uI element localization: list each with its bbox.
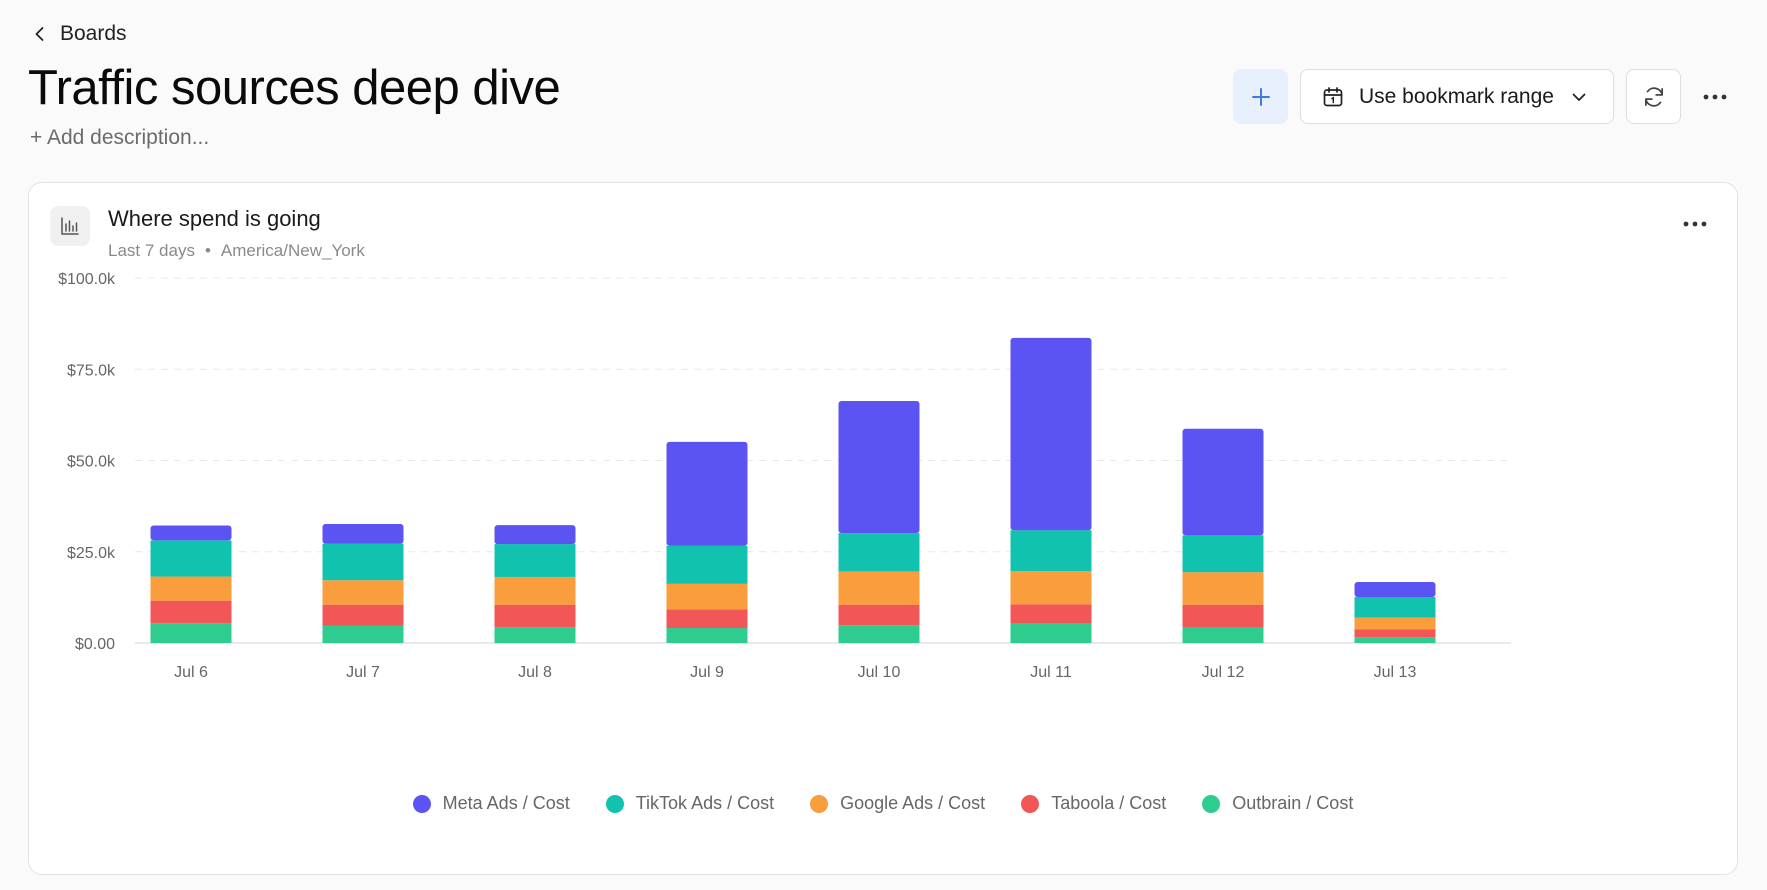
card-title: Where spend is going (108, 206, 321, 231)
bar-segment (1182, 428, 1264, 536)
bar-segment (1010, 530, 1092, 572)
date-range-label: Use bookmark range (1359, 84, 1554, 108)
bar-segment (1010, 571, 1092, 605)
legend-label: Taboola / Cost (1051, 793, 1167, 813)
bar-segment (1354, 617, 1436, 630)
x-tick-label: Jul 8 (518, 664, 552, 681)
bar-segment (666, 628, 748, 643)
bar-segment (666, 545, 748, 584)
bar-segment (494, 604, 576, 628)
y-tick-label: $50.0k (67, 454, 116, 471)
card-more-button[interactable] (1675, 209, 1715, 239)
bar-segment (666, 609, 748, 629)
x-tick-label: Jul 13 (1374, 664, 1417, 681)
bar-segment (666, 441, 748, 546)
x-tick-label: Jul 9 (690, 664, 724, 681)
bar-segment (494, 627, 576, 643)
bar-segment (322, 543, 404, 581)
legend-label: Outbrain / Cost (1232, 793, 1354, 813)
y-tick-label: $75.0k (67, 362, 116, 379)
bar-segment (1354, 582, 1436, 598)
card-subtitle: Last 7 days • America/New_York (108, 241, 365, 261)
chart-legend: Meta Ads / Cost TikTok Ads / Cost Google A… (29, 793, 1737, 814)
stacked-bar-chart: $0.00 $25.0k $50.0k $75.0k $100.0k Jul 6 Jul 7… (58, 271, 1511, 681)
bar-chart-icon (50, 206, 90, 246)
legend-label: Google Ads / Cost (840, 793, 986, 813)
legend-swatch (605, 794, 624, 813)
add-button[interactable] (1233, 69, 1288, 124)
bar-segment (1354, 629, 1436, 638)
bar-segment (1354, 597, 1436, 618)
y-tick-label: $25.0k (67, 545, 116, 562)
page-more-button[interactable] (1693, 75, 1737, 119)
bar-segment (838, 625, 920, 643)
x-tick-label: Jul 10 (858, 664, 901, 681)
bar-segment (494, 544, 576, 577)
bar-segment (150, 600, 232, 624)
legend-item[interactable]: Google Ads / Cost (810, 793, 985, 814)
chart-card: Where spend is going Last 7 days • Ameri… (28, 182, 1738, 875)
bar-segment (838, 533, 920, 572)
legend-swatch (1021, 794, 1040, 813)
y-tick-label: $100.0k (58, 271, 116, 288)
legend-label: Meta Ads / Cost (442, 793, 570, 813)
x-tick-label: Jul 7 (346, 664, 380, 681)
legend-label: TikTok Ads / Cost (635, 793, 775, 813)
date-range-dropdown[interactable]: Use bookmark range (1300, 69, 1614, 124)
bar-segment (322, 580, 404, 605)
x-tick-label: Jul 6 (174, 664, 208, 681)
card-timezone: America/New_York (220, 241, 365, 260)
calendar-icon (1323, 86, 1343, 106)
bar-segment (1182, 572, 1264, 605)
more-horizontal-icon (1703, 94, 1727, 99)
bar-segment (1010, 623, 1092, 643)
legend-item[interactable]: Taboola / Cost (1021, 793, 1166, 814)
chevron-left-icon (35, 27, 44, 41)
bar-segment (1182, 627, 1264, 643)
bar-segment (494, 525, 576, 545)
bar-segment (1010, 337, 1092, 531)
refresh-icon (1644, 86, 1663, 107)
bar-segment (150, 525, 232, 541)
x-tick-label: Jul 12 (1202, 664, 1245, 681)
bar-segment (494, 576, 576, 605)
card-range: Last 7 days (108, 241, 195, 260)
bar-segment (838, 571, 920, 605)
add-description-button[interactable]: + Add description... (30, 126, 210, 149)
x-tick-label: Jul 11 (1030, 664, 1072, 681)
bar-segment (322, 524, 404, 544)
page-title: Traffic sources deep dive (28, 61, 561, 115)
bar-segment (322, 604, 404, 626)
bar-segment (150, 623, 232, 643)
bar-segment (322, 625, 404, 643)
bar-segment (1182, 604, 1264, 628)
bar-segment (150, 576, 232, 601)
refresh-button[interactable] (1626, 69, 1681, 124)
legend-swatch (1202, 794, 1221, 813)
bar-segment (666, 583, 748, 610)
legend-item[interactable]: Outbrain / Cost (1202, 793, 1353, 814)
bar-segment (1010, 604, 1092, 624)
toolbar: Use bookmark range (1233, 69, 1737, 124)
more-horizontal-icon (1683, 221, 1707, 227)
back-to-boards-link[interactable]: Boards (30, 22, 127, 46)
legend-item[interactable]: TikTok Ads / Cost (605, 793, 775, 814)
chevron-down-icon (1572, 93, 1586, 101)
legend-swatch (810, 794, 829, 813)
bar-segment (150, 540, 232, 577)
bar-segment (838, 401, 920, 534)
card-separator: • (204, 241, 211, 260)
back-link-label: Boards (60, 22, 127, 45)
bar-segment (1354, 637, 1436, 643)
plus-icon (1251, 87, 1270, 106)
legend-swatch (412, 794, 431, 813)
y-tick-label: $0.00 (75, 636, 115, 653)
bar-segment (838, 604, 920, 626)
bar-segment (1182, 535, 1264, 573)
legend-item[interactable]: Meta Ads / Cost (412, 793, 570, 814)
